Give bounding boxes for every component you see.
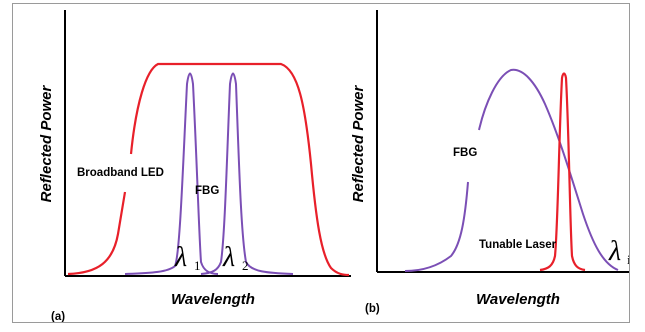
panel-b-y-axis-label: Reflected Power [350, 84, 367, 202]
panel-a-x-axis-label: Wavelength [171, 291, 255, 308]
lambda-i-symbol: λ [608, 236, 621, 267]
lambda-1-symbol: λ [174, 242, 187, 273]
panel-a-y-axis-label: Reflected Power [38, 84, 55, 202]
broadband-led-label: Broadband LED [77, 167, 164, 179]
lambda-2-subscript: 2 [242, 258, 249, 273]
panel-a-label: (a) [51, 311, 65, 323]
tunable-laser-label: Tunable Laser [479, 239, 557, 251]
fbg-peak-1 [124, 72, 219, 275]
fbg-label-b: FBG [453, 147, 477, 159]
fbg-curve-b-upper [478, 68, 619, 271]
lambda-1-subscript: 1 [194, 258, 201, 273]
panel-b-x-axis-label: Wavelength [476, 291, 560, 308]
fbg-label-a: FBG [195, 185, 219, 197]
panel-b-label: (b) [365, 303, 380, 315]
fbg-curve-b [404, 181, 469, 272]
broadband-led-curve-upper [129, 62, 350, 277]
broadband-led-curve [67, 191, 127, 276]
fbg-peak-2 [200, 72, 294, 275]
panel-b: Reflected Power Wavelength (b) FBG Tunab… [350, 10, 630, 315]
lambda-i-subscript: i [627, 252, 630, 267]
lambda-2-symbol: λ [222, 242, 235, 273]
tunable-laser-curve [539, 72, 586, 272]
figure-canvas: Reflected Power Wavelength (a) Broadband… [38, 10, 630, 323]
panel-a: Reflected Power Wavelength (a) Broadband… [38, 10, 351, 323]
figure-frame: Reflected Power Wavelength (a) Broadband… [12, 3, 630, 323]
